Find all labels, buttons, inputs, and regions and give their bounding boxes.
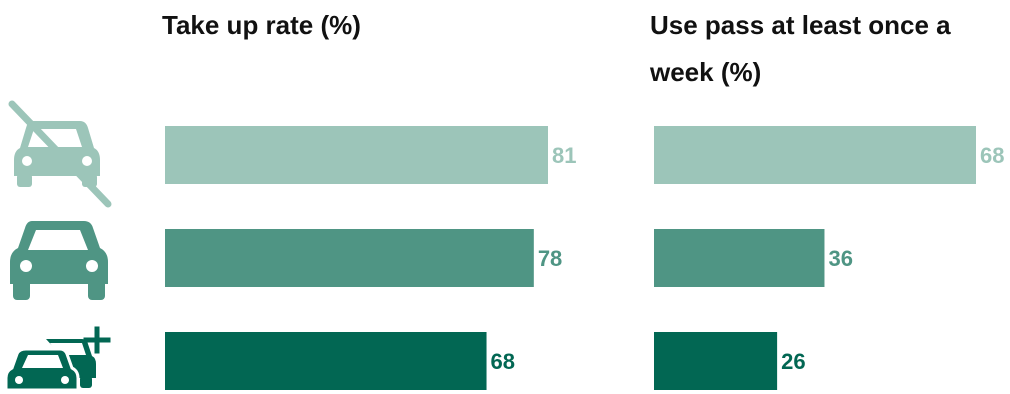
value-label-chart2-2: 36: [828, 246, 852, 271]
chart-title-take-up-rate: Take up rate (%): [162, 10, 361, 40]
one-car-icon: [10, 221, 108, 300]
bar-chart1-1: [165, 126, 548, 184]
value-label-chart2-1: 68: [980, 143, 1004, 168]
value-label-chart1-2: 78: [538, 246, 562, 271]
bar-chart2-3: [654, 332, 778, 390]
no-car-icon: [8, 100, 112, 208]
value-label-chart1-1: 81: [552, 143, 576, 168]
chart-title-weekly-use: Use pass at least once a week (%): [650, 10, 951, 87]
bar-chart1-3: [165, 332, 487, 390]
value-label-chart1-3: 68: [491, 349, 515, 374]
bar-chart2-2: [654, 229, 825, 287]
multiple-cars-icon: [4, 326, 111, 392]
value-label-chart2-3: 26: [781, 349, 805, 374]
bar-chart1-2: [165, 229, 534, 287]
bar-chart2-1: [654, 126, 976, 184]
